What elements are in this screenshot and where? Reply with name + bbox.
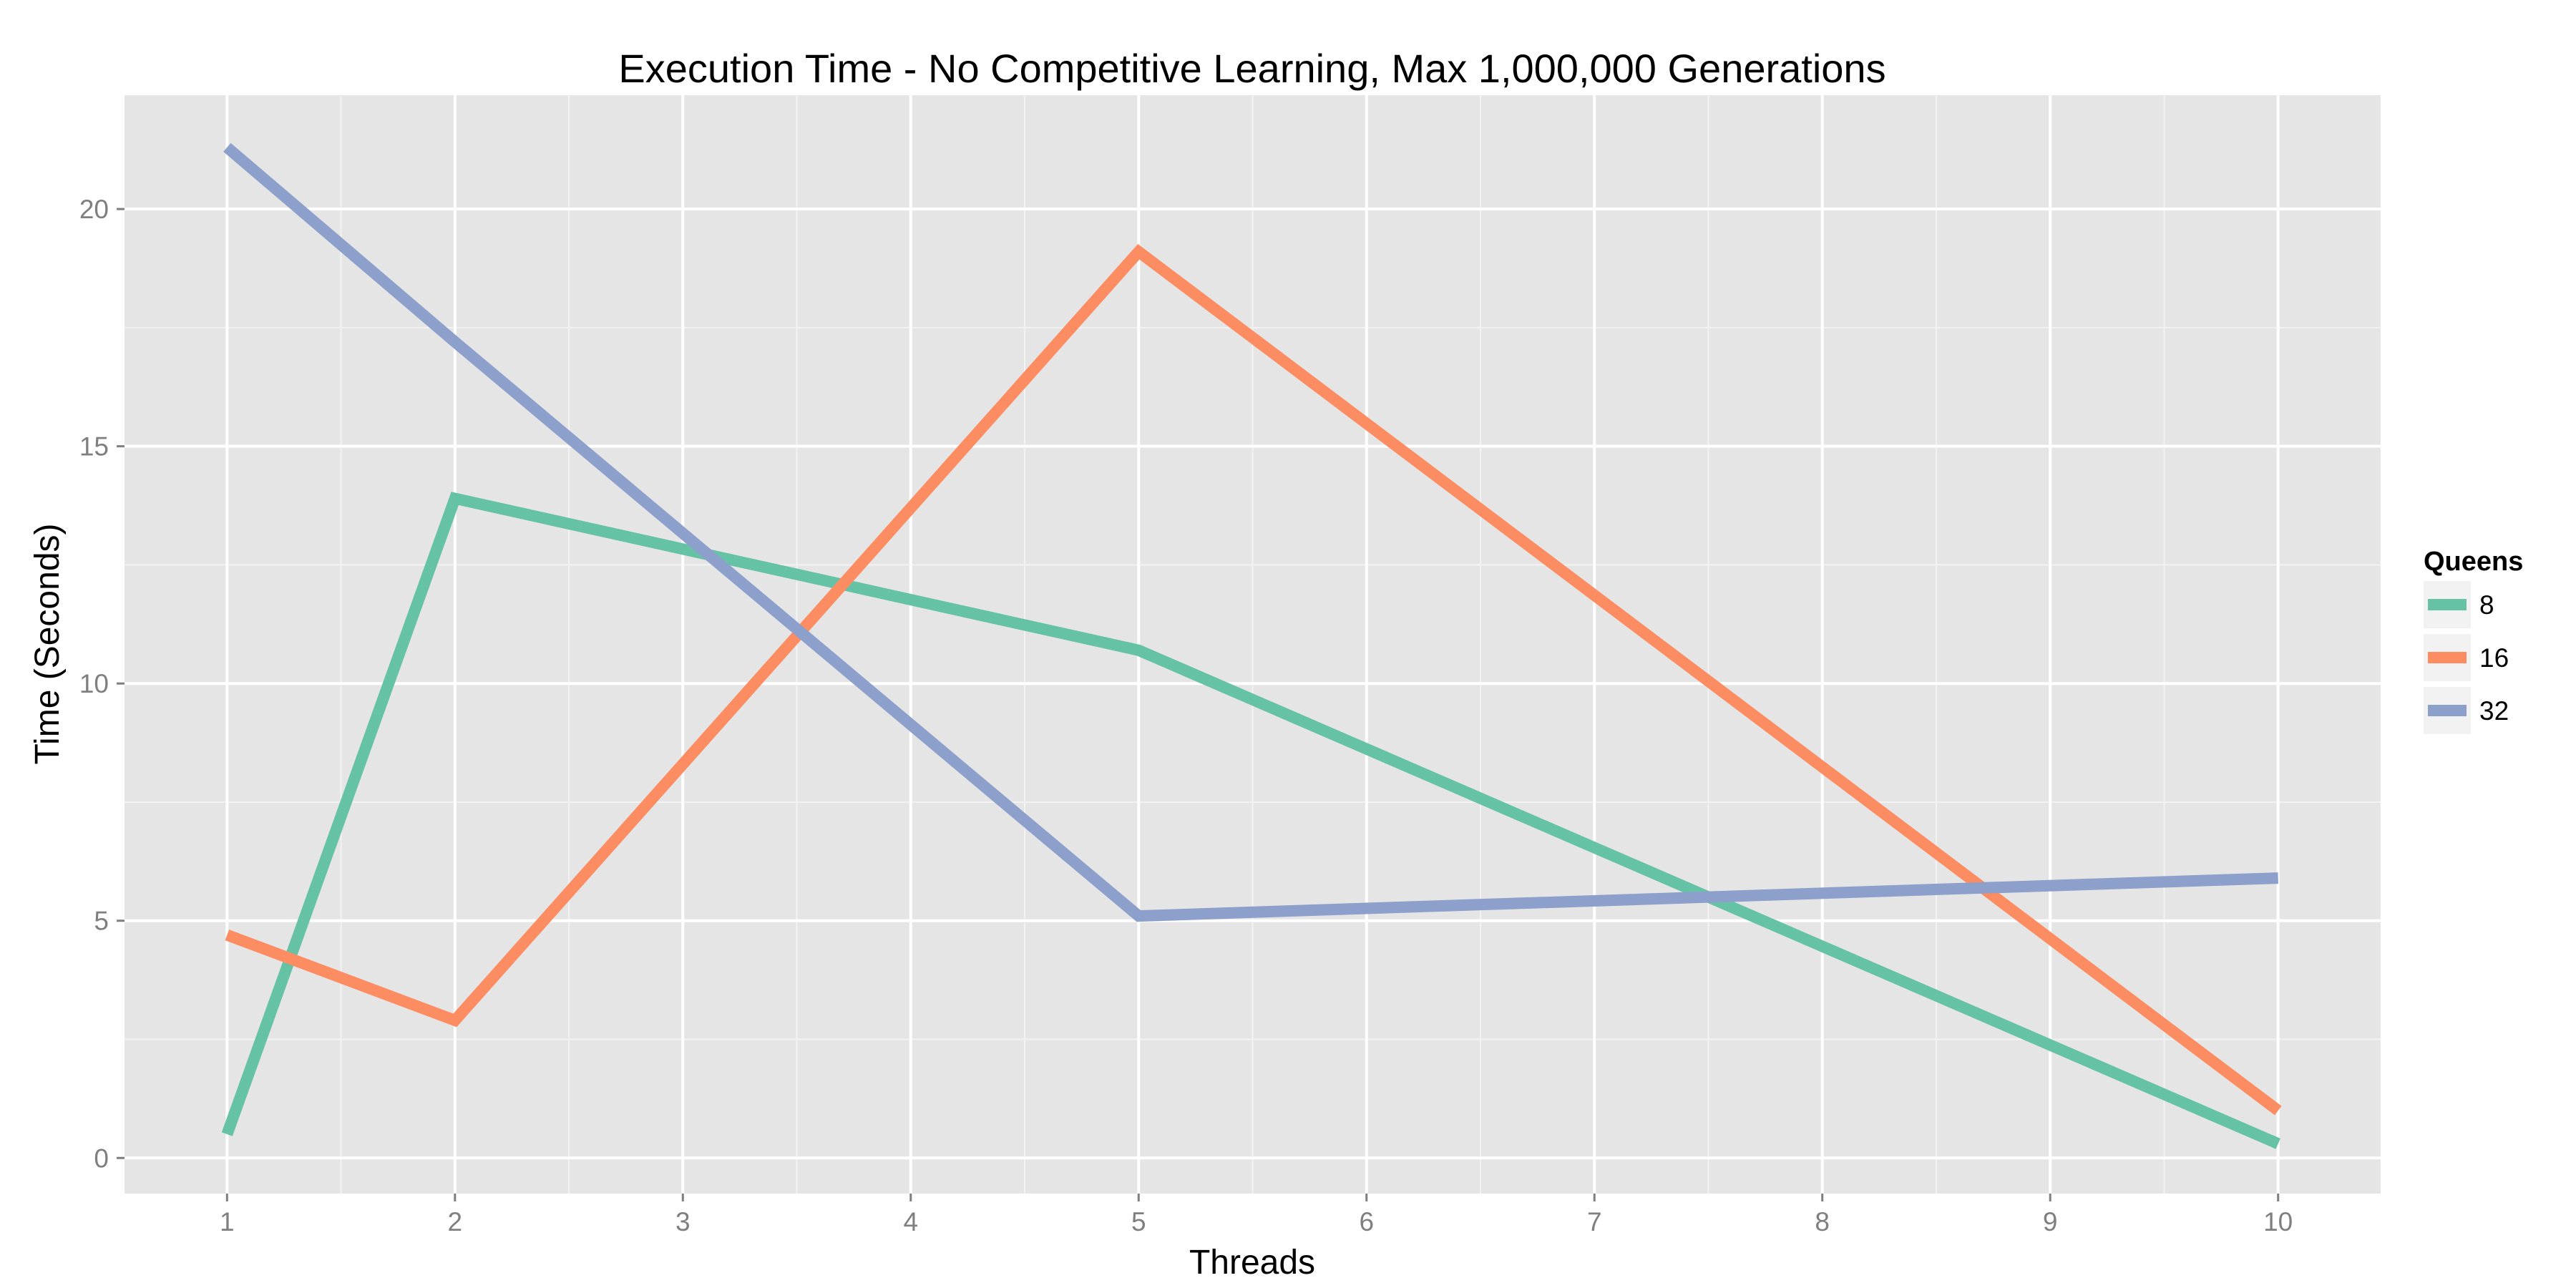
y-tick-label: 0	[94, 1143, 109, 1173]
x-tick-label: 5	[1131, 1207, 1146, 1236]
major-gridlines	[125, 95, 2381, 1194]
x-tick-label: 9	[2043, 1207, 2058, 1236]
x-tick-label: 4	[903, 1207, 918, 1236]
legend-label: 8	[2479, 590, 2494, 620]
x-tick-label: 8	[1815, 1207, 1830, 1236]
x-tick-label: 10	[2263, 1207, 2293, 1236]
y-tick-label: 5	[94, 907, 109, 936]
x-axis-ticks: 1 2 3 4 5 6 7 8 9 10	[220, 1194, 2293, 1236]
x-tick-label: 2	[448, 1207, 463, 1236]
x-axis-title: Threads	[1189, 1244, 1315, 1282]
x-tick-label: 6	[1359, 1207, 1374, 1236]
legend-title: Queens	[2424, 547, 2523, 577]
x-tick-label: 1	[220, 1207, 235, 1236]
legend-label: 16	[2479, 643, 2509, 673]
y-axis-ticks: 0 5 10 15 20	[79, 195, 125, 1173]
series-line-32	[223, 142, 2278, 922]
minor-gridlines	[125, 95, 2381, 1194]
x-tick-label: 7	[1587, 1207, 1602, 1236]
legend: Queens 8 16 32	[2424, 547, 2523, 734]
chart-title: Execution Time - No Competitive Learning…	[618, 46, 1885, 91]
series-lines	[221, 142, 2282, 1149]
y-tick-label: 10	[79, 669, 109, 698]
x-tick-label: 3	[675, 1207, 691, 1236]
legend-label: 32	[2479, 696, 2509, 726]
y-tick-label: 20	[79, 195, 109, 224]
y-tick-label: 15	[79, 432, 109, 462]
y-axis-title: Time (Seconds)	[29, 524, 67, 765]
